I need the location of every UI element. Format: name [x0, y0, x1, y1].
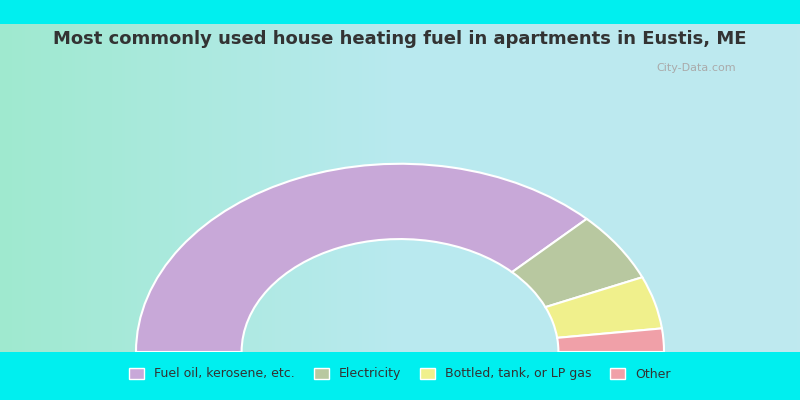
Wedge shape: [546, 277, 662, 338]
Wedge shape: [512, 219, 642, 307]
Text: Most commonly used house heating fuel in apartments in Eustis, ME: Most commonly used house heating fuel in…: [54, 30, 746, 48]
Wedge shape: [136, 164, 586, 352]
Text: City-Data.com: City-Data.com: [656, 63, 736, 73]
Wedge shape: [557, 328, 664, 352]
Legend: Fuel oil, kerosene, etc., Electricity, Bottled, tank, or LP gas, Other: Fuel oil, kerosene, etc., Electricity, B…: [130, 368, 670, 380]
